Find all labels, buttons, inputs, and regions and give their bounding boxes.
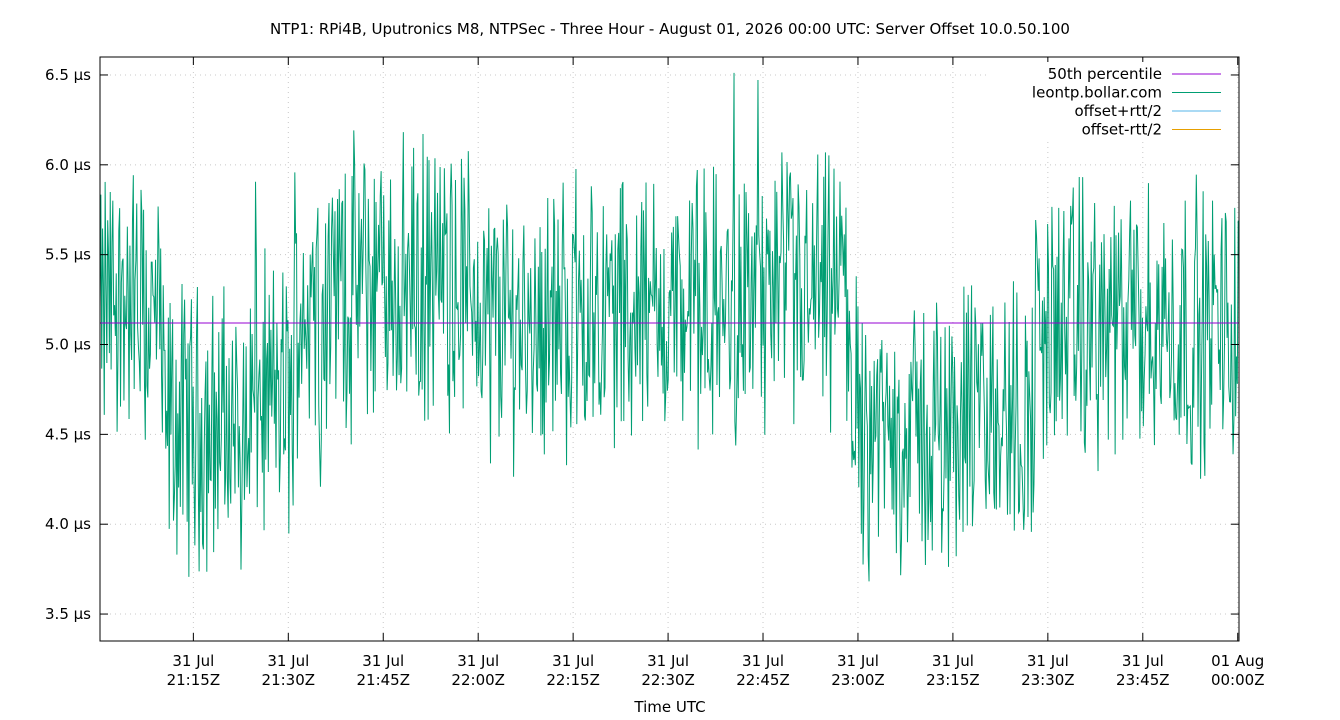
x-tick-label-time: 23:15Z [926, 671, 980, 689]
x-tick-label-date: 31 Jul [552, 652, 594, 670]
series-line-leontp [100, 72, 1239, 582]
y-tick-label: 5.5 µs [45, 246, 91, 264]
x-axis-label: Time UTC [633, 698, 705, 716]
legend-label: 50th percentile [1048, 65, 1162, 83]
x-tick-label-time: 23:30Z [1021, 671, 1075, 689]
x-tick-label-date: 31 Jul [647, 652, 689, 670]
y-tick-label: 3.5 µs [45, 605, 91, 623]
x-tick-label-date: 31 Jul [172, 652, 214, 670]
x-tick-label-time: 23:00Z [831, 671, 885, 689]
x-tick-label-time: 23:45Z [1116, 671, 1170, 689]
x-tick-label-date: 31 Jul [267, 652, 309, 670]
x-tick-label-date: 31 Jul [1027, 652, 1069, 670]
x-tick-label-time: 21:30Z [262, 671, 316, 689]
legend-background [990, 62, 1230, 140]
x-tick-label-time: 22:45Z [736, 671, 790, 689]
y-tick-label: 4.5 µs [45, 425, 91, 443]
y-tick-label: 5.0 µs [45, 336, 91, 354]
x-tick-label-date: 31 Jul [457, 652, 499, 670]
y-axis: 3.5 µs 4.0 µs 4.5 µs 5.0 µs 5.5 µs 6.0 µs 6.5 … [45, 66, 1239, 623]
legend-label: offset-rtt/2 [1082, 121, 1162, 139]
plot-series [100, 72, 1239, 582]
y-tick-label: 6.0 µs [45, 156, 91, 174]
x-tick-label-time: 22:30Z [641, 671, 695, 689]
x-tick-label-date: 31 Jul [742, 652, 784, 670]
x-tick-label-time: 22:15Z [546, 671, 600, 689]
plot-border [99, 56, 1240, 642]
legend-label: offset+rtt/2 [1074, 102, 1162, 120]
x-tick-label-date: 01 Aug [1211, 652, 1264, 670]
y-tick-label: 6.5 µs [45, 66, 91, 84]
x-tick-label-time: 22:00Z [451, 671, 505, 689]
x-tick-label-date: 31 Jul [837, 652, 879, 670]
x-tick-label-date: 31 Jul [1122, 652, 1164, 670]
x-tick-label-time: 21:15Z [167, 671, 221, 689]
chart-title: NTP1: RPi4B, Uputronics M8, NTPSec - Thr… [270, 20, 1070, 38]
x-tick-label-time: 21:45Z [356, 671, 410, 689]
x-tick-label-date: 31 Jul [362, 652, 404, 670]
legend: 50th percentileleontp.bollar.comoffset+r… [990, 62, 1230, 140]
legend-label: leontp.bollar.com [1032, 84, 1162, 102]
x-tick-label-date: 31 Jul [932, 652, 974, 670]
x-tick-label-time: 00:00Z [1211, 671, 1265, 689]
y-tick-label: 4.0 µs [45, 515, 91, 533]
